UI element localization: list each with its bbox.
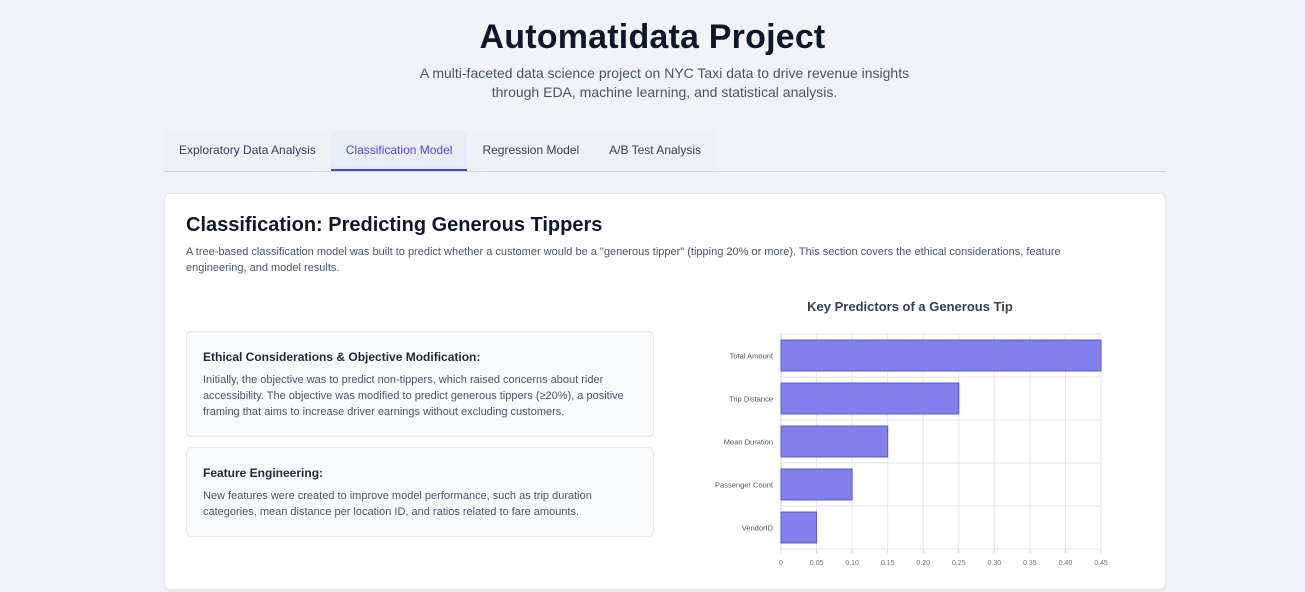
- y-tick-label: VendorID: [742, 524, 774, 533]
- feature-engineering-text: New features were created to improve mod…: [203, 490, 592, 518]
- bar-passenger-count: [780, 468, 853, 501]
- x-tick-label: 0.20: [916, 560, 930, 567]
- feature-engineering-box: Feature Engineering: New features were c…: [186, 447, 654, 537]
- bar-mean-duration: [780, 425, 889, 458]
- tab-regression-model[interactable]: Regression Model: [482, 143, 580, 157]
- y-tick-label: Mean Duration: [724, 438, 773, 447]
- ethical-considerations-heading: Ethical Considerations & Objective Modif…: [203, 350, 481, 364]
- section-description: A tree-based classification model was bu…: [186, 246, 1061, 274]
- bar-total-amount: [780, 339, 1102, 372]
- ethical-considerations-box: Ethical Considerations & Objective Modif…: [186, 331, 654, 437]
- page-subtitle: A multi-faceted data science project on …: [419, 65, 910, 100]
- feature-importance-chart: 0 0.05 0.10 0.15 0.20 0.25 0.30 0.35 0.40 0.45 Tot…: [715, 333, 1108, 567]
- x-tick-label: 0.25: [952, 560, 966, 567]
- x-tick-label: 0: [779, 560, 783, 567]
- tab-exploratory-data-analysis[interactable]: Exploratory Data Analysis: [179, 143, 316, 157]
- bar-vendorid: [780, 511, 818, 544]
- bar-trip-distance: [780, 382, 960, 415]
- page-title: Automatidata Project: [479, 18, 826, 56]
- y-tick-label: Passenger Count: [715, 481, 774, 490]
- x-tick-label: 0.40: [1059, 560, 1073, 567]
- feature-engineering-heading: Feature Engineering:: [203, 466, 324, 480]
- y-tick-label: Trip Distance: [729, 395, 773, 404]
- y-tick-label: Total Amount: [730, 352, 774, 361]
- content-card: Classification: Predicting Generous Tipp…: [164, 193, 1166, 590]
- x-tick-label: 0.05: [810, 560, 824, 567]
- chart-title: Key Predictors of a Generous Tip: [807, 299, 1013, 314]
- x-tick-label: 0.10: [845, 560, 859, 567]
- ethical-considerations-text: Initially, the objective was to predict …: [203, 374, 624, 418]
- tab-classification-model[interactable]: Classification Model: [330, 131, 468, 171]
- x-tick-label: 0.45: [1094, 560, 1108, 567]
- x-tick-label: 0.30: [988, 560, 1002, 567]
- x-tick-label: 0.35: [1023, 560, 1037, 567]
- section-title: Classification: Predicting Generous Tipp…: [186, 214, 603, 236]
- x-tick-label: 0.15: [881, 560, 895, 567]
- tab-bar: Exploratory Data Analysis Classification…: [164, 131, 1166, 172]
- tab-group: Exploratory Data Analysis Classification…: [164, 131, 716, 171]
- tab-ab-test-analysis[interactable]: A/B Test Analysis: [609, 143, 701, 157]
